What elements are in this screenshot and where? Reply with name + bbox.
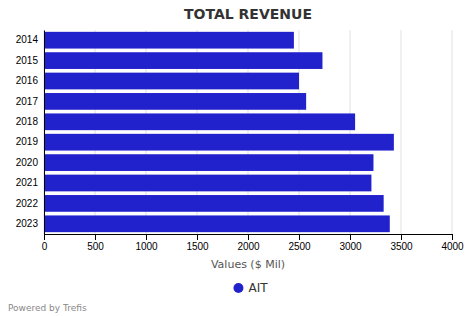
y-tick-label: 2023 (16, 218, 39, 229)
x-tick: 1000 (135, 234, 158, 252)
footer: Powered by Trefis (8, 303, 87, 313)
x-tick-mark (248, 234, 249, 240)
bar (44, 215, 390, 232)
title: TOTAL REVENUE (184, 6, 312, 22)
y-tick: 2019 (16, 136, 44, 147)
y-tick-label: 2021 (16, 177, 39, 188)
bar (44, 154, 373, 171)
grid (44, 30, 452, 234)
y-axis: 2014 2015 2016 2017 2018 2019 2020 2021 2022 2023 (16, 31, 45, 235)
x-tick-label: 2000 (237, 241, 260, 252)
bar (44, 73, 299, 90)
y-axis-line (44, 31, 45, 235)
x-tick-label: 1000 (135, 241, 158, 252)
x-tick: 1500 (186, 234, 209, 252)
y-tick-label: 2017 (16, 96, 39, 107)
x-axis-title: Values ($ Mil) (211, 258, 285, 271)
x-tick-label: 3000 (339, 241, 362, 252)
y-tick-label: 2016 (16, 75, 39, 86)
y-tick: 2017 (16, 96, 44, 107)
x-tick-mark (350, 234, 351, 240)
x-tick-label: 3500 (390, 241, 413, 252)
legend-label: AIT (248, 281, 268, 295)
x-tick: 3500 (390, 234, 413, 252)
legend-item: AIT (233, 281, 268, 295)
x-tick: 2500 (288, 234, 311, 252)
y-tick: 2016 (16, 75, 44, 86)
legend-swatch (233, 283, 243, 293)
y-tick-label: 2019 (16, 136, 39, 147)
x-axis-line (45, 235, 453, 241)
x-tick-mark (44, 234, 45, 240)
x-tick-mark (401, 234, 402, 240)
bar (44, 195, 384, 212)
bar (44, 175, 371, 192)
grid-line (44, 30, 45, 234)
legend: AIT (233, 281, 268, 295)
x-tick-mark (146, 234, 147, 240)
y-tick: 2022 (16, 198, 44, 209)
grid-line (452, 30, 453, 234)
y-tick: 2015 (16, 55, 44, 66)
grid-line (401, 30, 402, 234)
y-tick: 2020 (16, 157, 44, 168)
x-tick: 2000 (237, 234, 260, 252)
y-tick-label: 2020 (16, 157, 39, 168)
x-tick-label: 1500 (186, 241, 209, 252)
x-axis: 0 500 1000 1500 2000 2500 3000 3500 4000 (42, 234, 464, 252)
x-tick-label: 2500 (288, 241, 311, 252)
y-tick-label: 2022 (16, 198, 39, 209)
x-tick-label: 500 (87, 241, 104, 252)
chart: 0 500 1000 1500 2000 2500 3000 3500 4000 2014 2015… (0, 0, 474, 316)
bars (44, 32, 394, 232)
y-tick: 2021 (16, 177, 44, 188)
y-tick-label: 2018 (16, 116, 39, 127)
x-tick: 4000 (441, 234, 464, 252)
bar (44, 52, 322, 69)
x-tick: 3000 (339, 234, 362, 252)
x-tick: 0 (42, 234, 48, 252)
y-tick: 2023 (16, 218, 44, 229)
bar (44, 93, 306, 110)
bar (44, 113, 355, 130)
bar (44, 134, 394, 151)
y-tick: 2014 (16, 34, 44, 45)
x-tick-mark (197, 234, 198, 240)
x-tick: 500 (87, 234, 104, 252)
y-tick-label: 2014 (16, 34, 39, 45)
x-tick-mark (95, 234, 96, 240)
y-tick: 2018 (16, 116, 44, 127)
y-tick-label: 2015 (16, 55, 39, 66)
x-tick-mark (299, 234, 300, 240)
x-tick-label: 0 (42, 241, 48, 252)
plot: 0 500 1000 1500 2000 2500 3000 3500 4000 2014 2015… (16, 30, 464, 252)
bar (44, 32, 294, 49)
x-tick-label: 4000 (441, 241, 464, 252)
x-tick-mark (452, 234, 453, 240)
